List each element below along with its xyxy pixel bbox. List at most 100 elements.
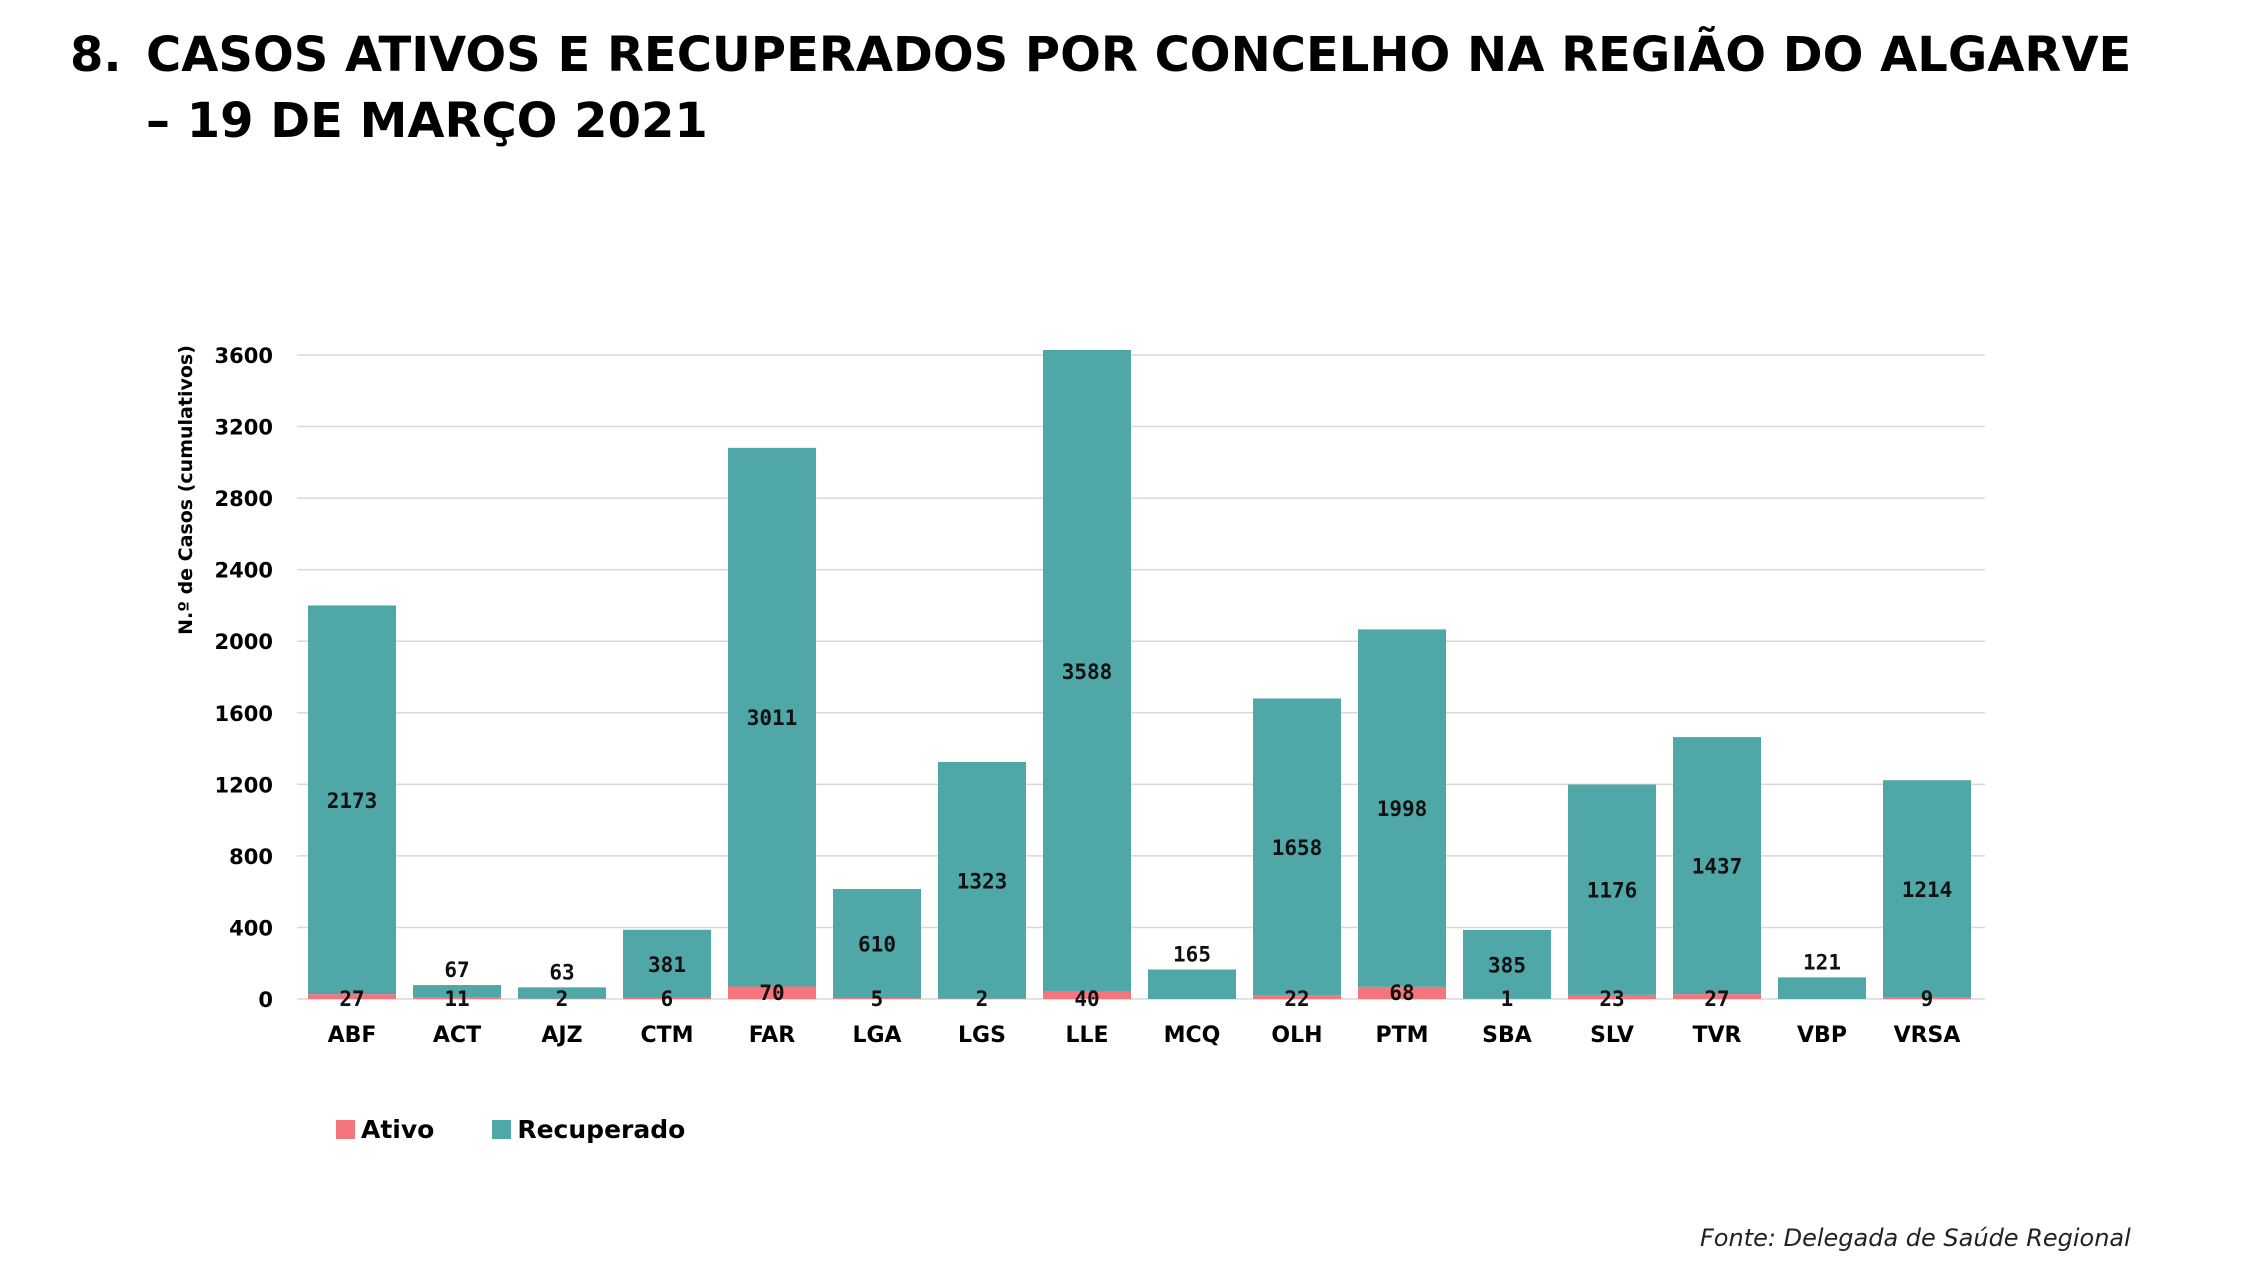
label-ativo-sba: 1 <box>1501 987 1514 1011</box>
label-recuperado-ctm: 381 <box>648 953 686 977</box>
bar-ativo-ptm <box>1358 986 1446 999</box>
x-tick-label-lle: LLE <box>1065 1023 1108 1048</box>
bar-ativo-lle <box>1043 991 1131 999</box>
x-tick-label-abf: ABF <box>328 1023 377 1048</box>
x-tick-label-lga: LGA <box>852 1023 901 1048</box>
bar-recuperado-lgs <box>938 761 1026 999</box>
bar-recuperado-vrsa <box>1883 780 1971 998</box>
label-recuperado-olh: 1658 <box>1272 836 1323 860</box>
bar-ativo-slv <box>1568 994 1656 999</box>
bar-ativo-tvr <box>1673 994 1761 999</box>
label-ativo-olh: 22 <box>1284 987 1309 1011</box>
slide-title: 8. CASOS ATIVOS E RECUPERADOS POR CONCELH… <box>70 22 2170 154</box>
bar-recuperado-vbp <box>1778 977 1866 999</box>
bar-recuperado-act <box>413 985 501 998</box>
label-ativo-ajz: 2 <box>556 987 569 1011</box>
x-tick-label-slv: SLV <box>1590 1023 1634 1048</box>
label-recuperado-sba: 385 <box>1488 953 1526 977</box>
legend-swatch-recuperado <box>492 1120 512 1139</box>
y-tick-label: 2400 <box>215 559 273 583</box>
x-tick-label-ptm: PTM <box>1375 1023 1428 1048</box>
x-tick-label-vbp: VBP <box>1797 1023 1847 1048</box>
y-axis-ticks: 0 400 800 1200 1600 2000 2400 2800 3200 3600 <box>215 344 273 1012</box>
x-tick-label-ctm: CTM <box>640 1023 693 1048</box>
label-recuperado-mcq: 165 <box>1173 942 1211 966</box>
label-recuperado-vbp: 121 <box>1803 950 1841 974</box>
x-tick-label-lgs: LGS <box>958 1023 1006 1048</box>
legend: Ativo Recuperado <box>336 1115 685 1144</box>
data-labels: 2173276711632381630117061051323235884016… <box>327 660 1953 1011</box>
label-recuperado-ptm: 1998 <box>1377 797 1428 821</box>
bar-recuperado-far <box>728 447 816 987</box>
label-ativo-abf: 27 <box>339 987 364 1011</box>
legend-item-ativo: Ativo <box>336 1115 434 1144</box>
label-recuperado-far: 3011 <box>747 706 798 730</box>
y-tick-label: 2800 <box>215 487 273 511</box>
label-ativo-tvr: 27 <box>1704 987 1729 1011</box>
x-tick-label-sba: SBA <box>1482 1023 1532 1048</box>
x-tick-label-olh: OLH <box>1271 1023 1322 1048</box>
bars <box>308 349 1971 999</box>
label-ativo-act: 11 <box>444 987 469 1011</box>
bar-recuperado-olh <box>1253 698 1341 996</box>
label-ativo-ptm: 68 <box>1389 981 1414 1005</box>
bar-recuperado-abf <box>308 605 396 995</box>
legend-label-ativo: Ativo <box>361 1115 435 1144</box>
label-recuperado-lgs: 1323 <box>957 869 1008 893</box>
bar-ativo-far <box>728 986 816 999</box>
label-ativo-lga: 5 <box>871 987 884 1011</box>
label-ativo-lgs: 2 <box>976 987 989 1011</box>
x-tick-label-far: FAR <box>749 1023 796 1048</box>
bar-ativo-abf <box>308 994 396 999</box>
x-tick-label-mcq: MCQ <box>1164 1023 1221 1048</box>
y-axis-label: N.º de Casos (cumulativos) <box>175 345 197 635</box>
slide-number: 8. <box>70 27 122 83</box>
y-tick-label: 1600 <box>215 702 273 726</box>
x-tick-label-vrsa: VRSA <box>1894 1023 1961 1048</box>
bar-recuperado-lle <box>1043 349 1131 992</box>
y-tick-label: 400 <box>229 916 273 940</box>
label-recuperado-lle: 3588 <box>1062 660 1113 684</box>
bar-recuperado-ptm <box>1358 629 1446 987</box>
label-recuperado-ajz: 63 <box>549 960 574 984</box>
slide-title-line1: CASOS ATIVOS E RECUPERADOS POR CONCELHO … <box>146 27 2132 83</box>
x-tick-label-act: ACT <box>433 1023 481 1048</box>
label-recuperado-lga: 610 <box>858 933 896 957</box>
x-axis-categories: ABF ACT AJZ CTM FAR LGA LGS LLE MCQ OLH PTM SBA SLV T… <box>328 1023 1961 1048</box>
x-tick-label-tvr: TVR <box>1693 1023 1742 1048</box>
source-note: Fonte: Delegada de Saúde Regional <box>1700 1224 2131 1252</box>
bar-ativo-act <box>413 997 501 999</box>
bar-recuperado-slv <box>1568 784 1656 995</box>
y-tick-label: 800 <box>229 845 273 869</box>
label-ativo-far: 70 <box>759 981 784 1005</box>
y-tick-label: 0 <box>258 988 273 1012</box>
label-ativo-lle: 40 <box>1074 987 1099 1011</box>
slide-title-line2: – 19 DE MARÇO 2021 <box>146 93 708 149</box>
y-tick-label: 3600 <box>215 344 273 368</box>
label-recuperado-tvr: 1437 <box>1692 855 1743 879</box>
y-tick-label: 1200 <box>215 773 273 797</box>
bar-recuperado-tvr <box>1673 737 1761 995</box>
bar-recuperado-mcq <box>1148 969 1236 999</box>
legend-swatch-ativo <box>336 1120 355 1139</box>
label-ativo-ctm: 6 <box>661 987 674 1011</box>
bar-ativo-lga <box>833 998 921 999</box>
legend-item-recuperado: Recuperado <box>492 1115 685 1144</box>
y-tick-label: 3200 <box>215 416 273 440</box>
bar-recuperado-lga <box>833 888 921 999</box>
bar-ativo-olh <box>1253 995 1341 999</box>
bar-recuperado-sba <box>1463 929 1551 999</box>
label-ativo-vrsa: 9 <box>1921 987 1934 1011</box>
legend-label-recuperado: Recuperado <box>517 1115 686 1144</box>
x-tick-label-ajz: AJZ <box>541 1023 582 1048</box>
label-recuperado-abf: 2173 <box>327 789 378 813</box>
bar-recuperado-ajz <box>518 987 606 999</box>
y-tick-label: 2000 <box>215 630 273 654</box>
bar-ativo-ctm <box>623 997 711 999</box>
label-ativo-slv: 23 <box>1599 987 1624 1011</box>
bar-ativo-vrsa <box>1883 997 1971 999</box>
label-recuperado-vrsa: 1214 <box>1902 878 1953 902</box>
label-recuperado-act: 67 <box>444 958 469 982</box>
bar-recuperado-ctm <box>623 929 711 998</box>
